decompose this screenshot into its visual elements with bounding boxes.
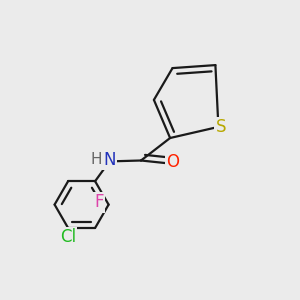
Text: S: S <box>215 118 226 136</box>
Text: O: O <box>167 153 180 171</box>
Text: H: H <box>90 152 102 166</box>
Text: Cl: Cl <box>60 228 76 246</box>
Text: N: N <box>103 151 116 169</box>
Text: F: F <box>94 193 104 211</box>
